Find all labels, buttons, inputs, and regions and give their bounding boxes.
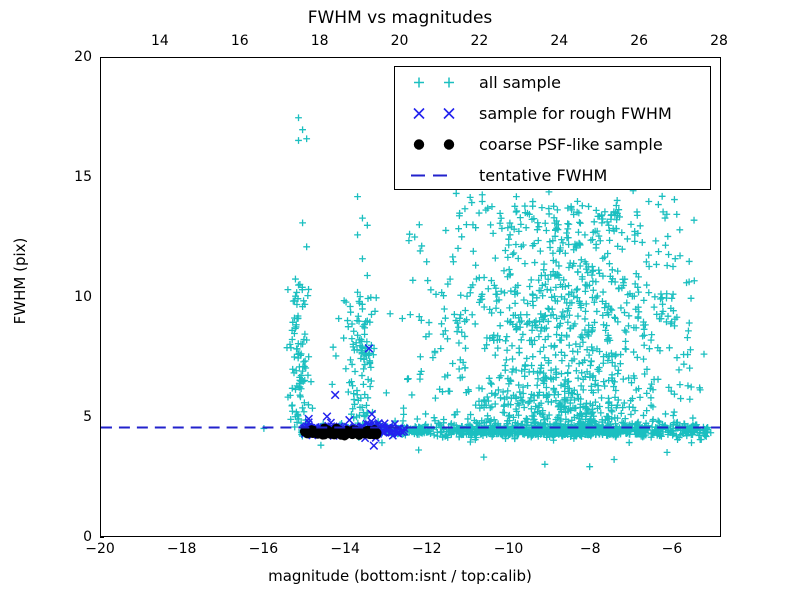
x-tick-label: −18	[166, 541, 197, 557]
top-tick-label: 22	[470, 33, 489, 49]
top-tick-label: 18	[310, 33, 329, 49]
legend[interactable]: all sample sample for rough FWHM coarse PS…	[394, 66, 711, 190]
x-axis-label: magnitude (bottom:isnt / top:calib)	[268, 567, 532, 585]
x-tick-label: −12	[412, 541, 442, 557]
scatter-canvas	[101, 114, 720, 471]
x-tick-label: −16	[248, 541, 279, 557]
legend-item-dashed-line[interactable]: tentative FWHM	[395, 160, 710, 191]
x-tick-label: −6	[661, 541, 683, 557]
plus-icon	[401, 67, 475, 98]
y-tick-label: 0	[83, 529, 92, 545]
legend-item-x[interactable]: sample for rough FWHM	[395, 98, 710, 129]
top-tick-label: 24	[550, 33, 569, 49]
legend-item-plus[interactable]: all sample	[395, 67, 710, 98]
legend-label: sample for rough FWHM	[479, 104, 672, 123]
dashed-line-icon	[401, 160, 475, 191]
page-title: FWHM vs magnitudes	[307, 8, 493, 28]
circle-icon	[401, 129, 475, 160]
y-tick-mark	[100, 537, 104, 538]
y-tick-label: 20	[74, 49, 92, 65]
top-tick-label: 20	[390, 33, 409, 49]
x-tick-label: −10	[493, 541, 524, 557]
legend-item-circle[interactable]: coarse PSF-like sample	[395, 129, 710, 160]
top-tick-label: 26	[630, 33, 649, 49]
top-tick-label: 28	[710, 33, 728, 49]
x-icon	[401, 98, 475, 129]
x-tick-label: −14	[330, 541, 360, 557]
y-axis-label: FWHM (pix)	[11, 237, 29, 325]
x-tick-label: −20	[85, 541, 115, 557]
plot-area[interactable]	[100, 57, 721, 537]
y-tick-label: 10	[74, 289, 92, 305]
legend-label: tentative FWHM	[479, 166, 608, 185]
top-tick-label: 16	[230, 33, 249, 49]
legend-label: coarse PSF-like sample	[479, 135, 663, 154]
y-tick-label: 5	[83, 409, 92, 425]
x-tick-label: −8	[579, 541, 601, 557]
legend-label: all sample	[479, 73, 561, 92]
y-tick-label: 15	[74, 169, 92, 185]
top-tick-label: 14	[150, 33, 169, 49]
